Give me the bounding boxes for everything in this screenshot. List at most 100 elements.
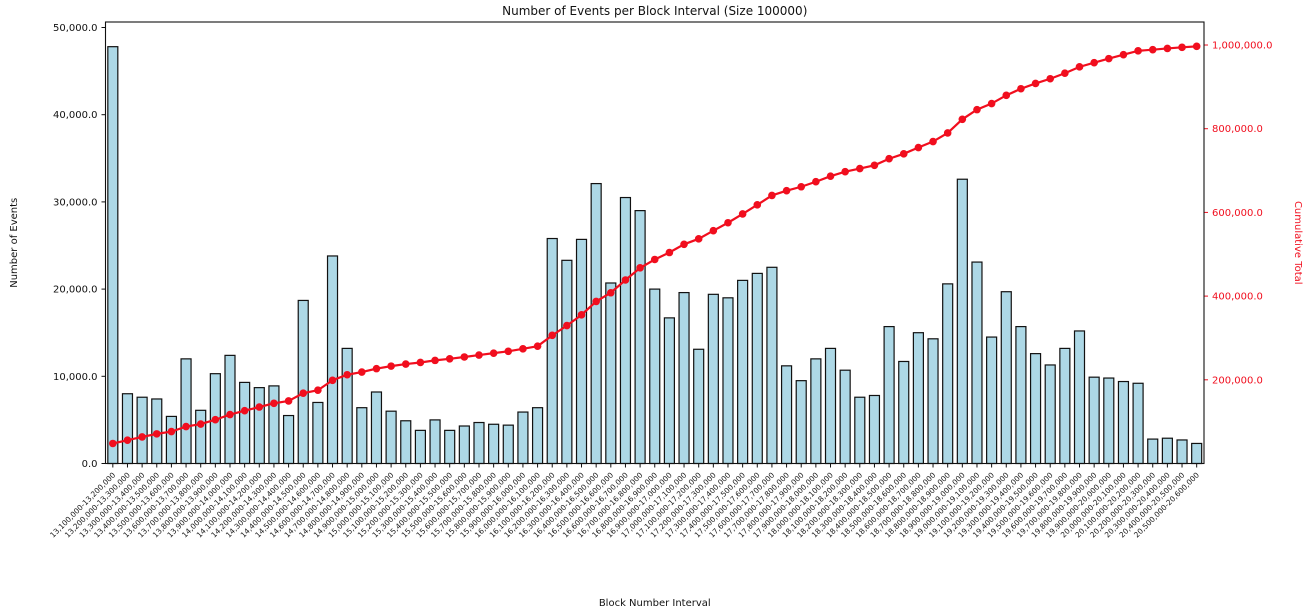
bar bbox=[619, 196, 632, 465]
cumulative-point bbox=[196, 420, 205, 428]
bar bbox=[678, 291, 690, 465]
cumulative-point bbox=[841, 167, 849, 176]
bar bbox=[1132, 382, 1144, 465]
x-axis: 13,100,000-13,200,00013,200,000-13,300,0… bbox=[48, 463, 1201, 540]
cumulative-point bbox=[1178, 43, 1186, 52]
cumulative-point bbox=[211, 415, 220, 424]
cumulative-point bbox=[1046, 74, 1055, 83]
bar bbox=[898, 360, 910, 465]
bar bbox=[165, 415, 178, 465]
y-axis-label-left: Number of Events bbox=[9, 198, 20, 288]
plot-border bbox=[104, 21, 1205, 465]
cumulative-point bbox=[812, 177, 820, 186]
cumulative-point bbox=[1002, 91, 1011, 100]
bar bbox=[810, 358, 822, 465]
cumulative-point bbox=[724, 218, 732, 227]
cumulative-point bbox=[226, 410, 234, 419]
bar bbox=[649, 288, 661, 465]
bar bbox=[663, 317, 675, 465]
cumulative-point bbox=[138, 433, 146, 441]
bar bbox=[942, 283, 954, 465]
bar bbox=[971, 261, 983, 465]
cumulative-point bbox=[255, 403, 264, 411]
cumulative-point bbox=[650, 255, 659, 264]
cumulative-point bbox=[431, 356, 439, 365]
bar bbox=[400, 420, 412, 465]
left-tick-label: 50,000.0 bbox=[53, 23, 98, 34]
cumulative-point bbox=[182, 422, 190, 431]
cumulative-point bbox=[914, 143, 923, 152]
cumulative-point bbox=[475, 351, 483, 359]
right-axis: 200,000.0 400,000.0 600,000.0 800,000.0 1,00… bbox=[1204, 41, 1272, 386]
bar bbox=[531, 407, 544, 465]
bar bbox=[385, 410, 397, 465]
cumulative-point bbox=[416, 358, 425, 367]
bar bbox=[561, 259, 573, 465]
cumulative-point bbox=[958, 115, 967, 124]
cumulative-point bbox=[1134, 47, 1142, 55]
bar bbox=[575, 238, 588, 465]
bar bbox=[751, 272, 763, 465]
bar bbox=[458, 425, 470, 465]
bar bbox=[1103, 377, 1115, 465]
cumulative-point bbox=[284, 397, 293, 405]
bar bbox=[824, 347, 837, 465]
bar bbox=[282, 414, 295, 465]
cumulative-point bbox=[372, 364, 381, 373]
cumulative-point bbox=[607, 288, 615, 297]
bar bbox=[341, 347, 353, 465]
cumulative-point bbox=[856, 164, 864, 173]
bar bbox=[414, 429, 427, 465]
bar bbox=[268, 385, 280, 465]
cumulative-point bbox=[489, 349, 498, 357]
right-tick-label: 600,000.0 bbox=[1212, 208, 1263, 219]
cumulative-point bbox=[1104, 54, 1113, 63]
bar bbox=[693, 348, 705, 465]
cumulative-point bbox=[1148, 45, 1157, 54]
bar bbox=[297, 299, 309, 465]
bar bbox=[1088, 376, 1100, 465]
cumulative-point bbox=[665, 248, 674, 257]
cumulative-point bbox=[1061, 69, 1069, 78]
left-tick-label: 40,000.0 bbox=[53, 110, 98, 121]
cumulative-point bbox=[1075, 63, 1084, 71]
bar bbox=[1161, 437, 1173, 465]
bar bbox=[312, 401, 324, 465]
cumulative-point bbox=[899, 150, 908, 158]
bar bbox=[370, 391, 383, 465]
bar bbox=[502, 424, 514, 465]
cumulative-point bbox=[1119, 50, 1128, 59]
cumulative-point bbox=[358, 368, 366, 376]
bar bbox=[224, 354, 236, 465]
bar bbox=[356, 407, 368, 465]
cumulative-point bbox=[519, 345, 527, 353]
right-tick-label: 200,000.0 bbox=[1212, 375, 1263, 386]
cumulative-point bbox=[636, 264, 644, 272]
bar bbox=[722, 297, 734, 465]
bar bbox=[180, 358, 192, 465]
cumulative-point bbox=[343, 370, 351, 379]
right-tick-label: 1,000,000.0 bbox=[1212, 41, 1272, 52]
bar bbox=[107, 46, 119, 465]
bar bbox=[121, 393, 134, 465]
bar bbox=[326, 255, 339, 465]
cumulative-point bbox=[1017, 84, 1025, 93]
cumulative-point bbox=[870, 161, 879, 170]
bar bbox=[795, 380, 807, 465]
bar bbox=[1073, 330, 1086, 465]
cumulative-point bbox=[782, 186, 791, 195]
cumulative-point bbox=[152, 430, 161, 438]
bar bbox=[605, 282, 617, 465]
cumulative-point bbox=[1192, 42, 1201, 51]
left-tick-label: 20,000.0 bbox=[53, 285, 98, 296]
cumulative-point bbox=[577, 311, 586, 319]
cumulative-point bbox=[709, 226, 718, 235]
bar bbox=[1191, 442, 1203, 465]
cumulative-point bbox=[885, 154, 893, 163]
bar bbox=[444, 429, 456, 465]
bar bbox=[1059, 347, 1071, 465]
cumulative-point bbox=[387, 362, 395, 370]
bar bbox=[766, 266, 778, 465]
